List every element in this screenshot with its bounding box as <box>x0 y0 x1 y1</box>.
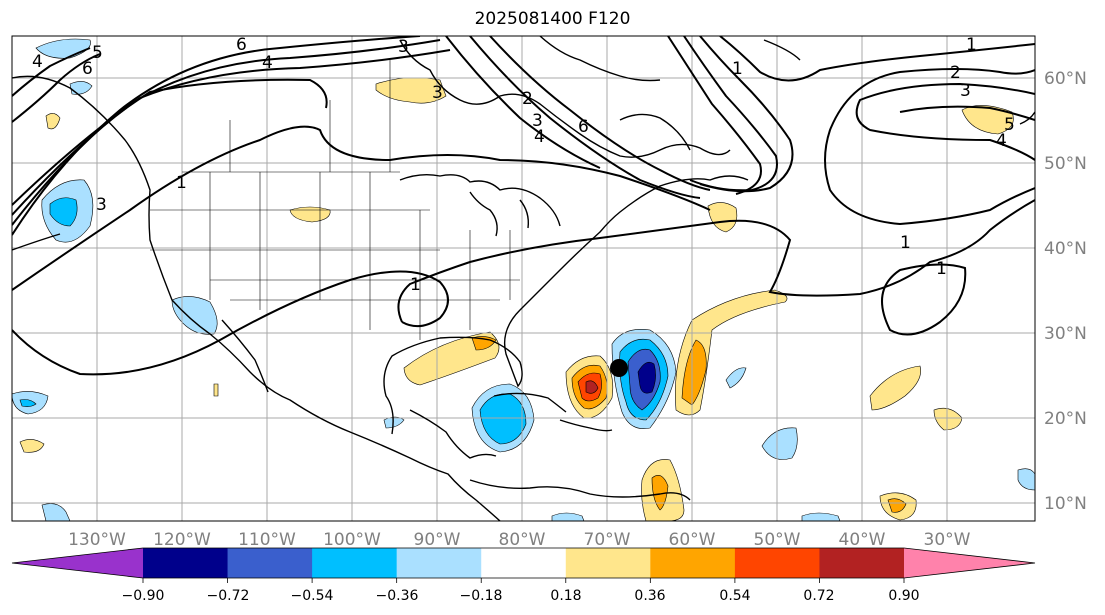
lon-label: 100°W <box>323 530 381 550</box>
contour-labels: 4 6 5 6 4 3 3 1 2 3 4 6 3 1 2 3 4 5 1 1 … <box>32 35 1015 295</box>
lat-label: 20°N <box>1044 409 1087 429</box>
state-borders <box>150 60 520 340</box>
contour-label: 1 <box>732 59 743 79</box>
height-contours <box>12 36 1035 376</box>
lat-label: 40°N <box>1044 239 1087 259</box>
lon-label: 80°W <box>499 530 546 550</box>
lon-label: 60°W <box>669 530 716 550</box>
contour-label: 4 <box>32 52 43 72</box>
lon-label: 120°W <box>153 530 211 550</box>
colorbar-tick-label: −0.54 <box>291 588 334 604</box>
colorbar-extend-high <box>904 548 1035 578</box>
colorbar-tick-label: −0.18 <box>460 588 503 604</box>
lon-label: 130°W <box>68 530 126 550</box>
contour-label: 1 <box>410 275 421 295</box>
contour-label: 3 <box>398 37 409 57</box>
contour-label: 1 <box>966 35 977 55</box>
colorbar <box>11 547 1036 583</box>
map-area: 4 6 5 6 4 3 3 1 2 3 4 6 3 1 2 3 4 5 1 1 … <box>12 35 1035 521</box>
lon-label: 90°W <box>414 530 461 550</box>
contour-label: 1 <box>936 259 947 279</box>
colorbar-segment <box>819 548 905 578</box>
lon-label: 40°W <box>839 530 886 550</box>
storm-center-marker <box>610 359 628 377</box>
lat-label: 50°N <box>1044 154 1087 174</box>
colorbar-segment <box>396 548 482 578</box>
lon-label: 110°W <box>238 530 296 550</box>
contour-label: 6 <box>82 59 93 79</box>
contour-label: 3 <box>96 195 107 215</box>
colorbar-segment <box>143 548 229 578</box>
map-frame <box>11 35 1036 522</box>
colorbar-segment <box>734 548 820 578</box>
colorbar-extend-low <box>12 548 143 578</box>
latitude-labels: 60°N 50°N 40°N 30°N 20°N 10°N <box>1044 69 1087 514</box>
lat-label: 30°N <box>1044 324 1087 344</box>
contour-label: 1 <box>900 233 911 253</box>
negative-anomaly-fills <box>12 38 1035 521</box>
colorbar-tick-label: 0.90 <box>888 588 919 604</box>
contour-label: 4 <box>534 127 545 147</box>
colorbar-segment <box>650 548 736 578</box>
colorbar-tick-label: −0.36 <box>376 588 419 604</box>
contour-label: 2 <box>522 89 533 109</box>
contour-label: 5 <box>1004 115 1015 135</box>
contour-label: 6 <box>236 35 247 55</box>
lon-label: 30°W <box>924 530 971 550</box>
coastlines <box>12 36 1035 521</box>
contour-label: 3 <box>532 111 543 131</box>
colorbar-tick-label: 0.36 <box>634 588 665 604</box>
colorbar-tick-labels: −0.90 −0.72 −0.54 −0.36 −0.18 0.18 0.36 … <box>122 588 920 604</box>
colorbar-tick-label: −0.90 <box>122 588 165 604</box>
contour-label: 6 <box>578 117 589 137</box>
lat-label: 60°N <box>1044 69 1087 89</box>
colorbar-segment <box>565 548 651 578</box>
colorbar-tick-label: 0.54 <box>719 588 750 604</box>
contour-label: 5 <box>92 43 103 63</box>
lat-label: 10°N <box>1044 494 1087 514</box>
contour-label: 4 <box>262 53 273 73</box>
contour-label: 2 <box>950 63 961 83</box>
colorbar-tick-label: −0.72 <box>207 588 250 604</box>
longitude-labels: 130°W 120°W 110°W 100°W 90°W 80°W 70°W 6… <box>68 530 971 550</box>
colorbar-segment <box>227 548 313 578</box>
lon-label: 50°W <box>754 530 801 550</box>
map-title: 2025081400 F120 <box>474 9 631 29</box>
contour-label: 3 <box>960 81 971 101</box>
contour-label: 4 <box>996 131 1007 151</box>
contour-label: 3 <box>432 83 443 103</box>
colorbar-tick-label: 0.72 <box>803 588 834 604</box>
lon-label: 70°W <box>584 530 631 550</box>
colorbar-segment <box>481 548 567 578</box>
contour-label: 1 <box>176 173 187 193</box>
colorbar-segment <box>312 548 398 578</box>
positive-anomaly-fills <box>19 77 1014 521</box>
colorbar-tick-label: 0.18 <box>550 588 581 604</box>
